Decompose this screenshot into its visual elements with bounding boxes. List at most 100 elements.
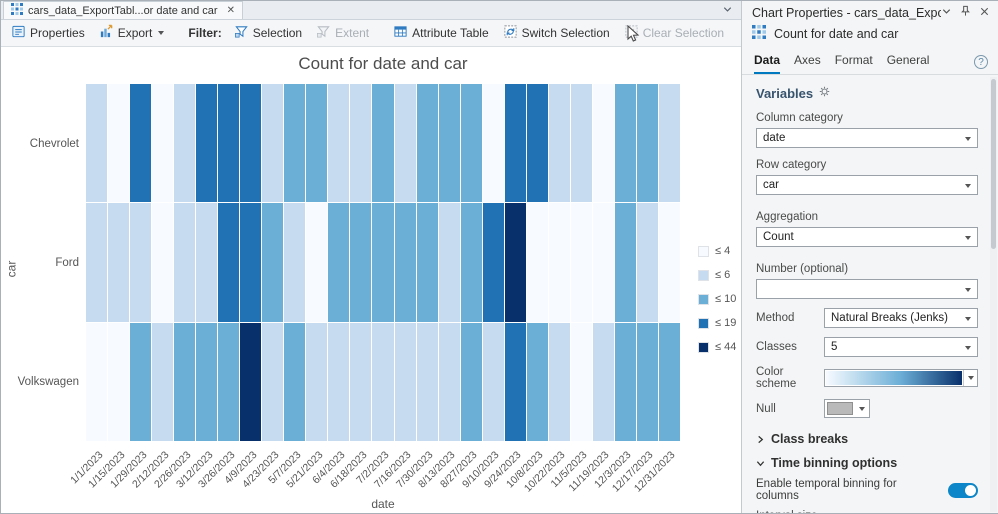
heatmap-cell[interactable]: [548, 84, 570, 203]
heatmap-cell[interactable]: [416, 322, 438, 441]
heatmap-cell[interactable]: [108, 322, 130, 441]
heatmap-cell[interactable]: [372, 84, 394, 203]
scrollbar-thumb[interactable]: [991, 79, 996, 249]
heatmap-cell[interactable]: [240, 84, 262, 203]
help-icon[interactable]: ?: [974, 54, 988, 74]
heatmap-cell[interactable]: [614, 322, 636, 441]
heatmap-cell[interactable]: [328, 203, 350, 322]
heatmap-cell[interactable]: [504, 322, 526, 441]
heatmap-cell[interactable]: [394, 84, 416, 203]
heatmap-cell[interactable]: [592, 203, 614, 322]
heatmap-cell[interactable]: [284, 84, 306, 203]
null-color-select[interactable]: [824, 399, 870, 418]
heatmap-cell[interactable]: [636, 203, 658, 322]
heatmap-cell[interactable]: [174, 203, 196, 322]
tab-format[interactable]: Format: [834, 53, 873, 67]
heatmap-cell[interactable]: [416, 203, 438, 322]
heatmap-cell[interactable]: [262, 322, 284, 441]
heatmap-cell[interactable]: [460, 322, 482, 441]
export-button[interactable]: Export: [93, 20, 171, 46]
panel-scrollbar[interactable]: [990, 77, 997, 512]
color-scheme-select[interactable]: [824, 369, 978, 387]
tab-list-chevron-icon[interactable]: [722, 4, 733, 18]
heatmap-cell[interactable]: [482, 84, 504, 203]
heatmap-cell[interactable]: [658, 322, 680, 441]
heatmap-cell[interactable]: [350, 84, 372, 203]
heatmap-cell[interactable]: [438, 203, 460, 322]
heatmap-cell[interactable]: [570, 322, 592, 441]
heatmap-cell[interactable]: [504, 203, 526, 322]
heatmap-cell[interactable]: [394, 203, 416, 322]
heatmap-cell[interactable]: [504, 84, 526, 203]
heatmap-cell[interactable]: [328, 84, 350, 203]
heatmap-cell[interactable]: [350, 322, 372, 441]
heatmap-cell[interactable]: [592, 322, 614, 441]
legend-item[interactable]: ≤ 19: [698, 317, 736, 329]
heatmap-cell[interactable]: [174, 322, 196, 441]
heatmap-cell[interactable]: [526, 322, 548, 441]
heatmap-cell[interactable]: [460, 84, 482, 203]
heatmap-cell[interactable]: [592, 84, 614, 203]
tab-general[interactable]: General: [886, 53, 930, 67]
heatmap-cell[interactable]: [328, 322, 350, 441]
heatmap-cell[interactable]: [306, 203, 328, 322]
column-category-select[interactable]: date: [756, 128, 978, 148]
heatmap-cell[interactable]: [240, 203, 262, 322]
switch-selection-button[interactable]: Switch Selection: [497, 20, 616, 46]
filter-selection-button[interactable]: Selection: [228, 20, 308, 46]
heatmap-cell[interactable]: [130, 322, 152, 441]
heatmap-cell[interactable]: [526, 84, 548, 203]
heatmap-cell[interactable]: [416, 84, 438, 203]
heatmap-cell[interactable]: [526, 203, 548, 322]
heatmap-cell[interactable]: [240, 322, 262, 441]
heatmap-cell[interactable]: [86, 322, 108, 441]
aggregation-select[interactable]: Count: [756, 227, 978, 247]
heatmap-cell[interactable]: [350, 203, 372, 322]
heatmap-cell[interactable]: [152, 203, 174, 322]
number-optional-select[interactable]: [756, 279, 978, 299]
row-category-select[interactable]: car: [756, 175, 978, 195]
heatmap-cell[interactable]: [86, 84, 108, 203]
filter-extent-button[interactable]: Extent: [310, 20, 375, 46]
heatmap-cell[interactable]: [262, 203, 284, 322]
heatmap-cell[interactable]: [614, 203, 636, 322]
heatmap-cell[interactable]: [152, 84, 174, 203]
tab-axes[interactable]: Axes: [794, 53, 821, 67]
heatmap-cell[interactable]: [174, 84, 196, 203]
heatmap-cell[interactable]: [218, 203, 240, 322]
gear-icon[interactable]: [818, 85, 831, 101]
classes-select[interactable]: 5: [824, 337, 978, 357]
heatmap-cell[interactable]: [196, 203, 218, 322]
heatmap-cell[interactable]: [570, 84, 592, 203]
heatmap-cell[interactable]: [108, 203, 130, 322]
heatmap-cell[interactable]: [438, 322, 460, 441]
close-icon[interactable]: [979, 6, 990, 20]
heatmap-cell[interactable]: [614, 84, 636, 203]
method-select[interactable]: Natural Breaks (Jenks): [824, 308, 978, 328]
pin-icon[interactable]: [960, 5, 971, 20]
heatmap-cell[interactable]: [482, 203, 504, 322]
heatmap-cell[interactable]: [284, 322, 306, 441]
heatmap-cell[interactable]: [130, 203, 152, 322]
heatmap-cell[interactable]: [548, 203, 570, 322]
time-binning-section-header[interactable]: Time binning options: [756, 456, 978, 470]
heatmap-cell[interactable]: [636, 84, 658, 203]
chart-view-tab[interactable]: cars_data_ExportTabl...or date and car ✕: [3, 1, 243, 19]
heatmap-cell[interactable]: [482, 322, 504, 441]
heatmap-cell[interactable]: [658, 203, 680, 322]
properties-button[interactable]: Properties: [5, 20, 91, 46]
heatmap-cell[interactable]: [306, 322, 328, 441]
heatmap-cell[interactable]: [460, 203, 482, 322]
heatmap-cell[interactable]: [658, 84, 680, 203]
class-breaks-section-header[interactable]: Class breaks: [756, 432, 978, 446]
legend-item[interactable]: ≤ 10: [698, 293, 736, 305]
attribute-table-button[interactable]: Attribute Table: [387, 20, 495, 46]
tab-data[interactable]: Data: [754, 53, 781, 74]
heatmap-cell[interactable]: [130, 84, 152, 203]
legend-item[interactable]: ≤ 44: [698, 341, 736, 353]
heatmap-cell[interactable]: [284, 203, 306, 322]
heatmap-cell[interactable]: [438, 84, 460, 203]
heatmap-cell[interactable]: [108, 84, 130, 203]
heatmap-cell[interactable]: [196, 84, 218, 203]
temporal-binning-toggle[interactable]: [948, 482, 978, 498]
